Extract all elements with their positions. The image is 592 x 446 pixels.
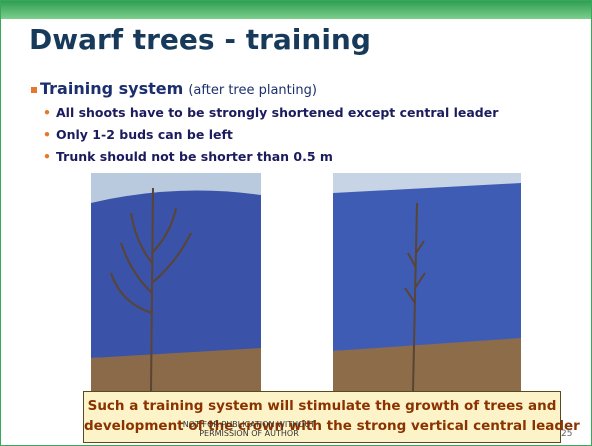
bullet: •Trunk should not be shorter than 0.5 m — [43, 149, 333, 164]
header-band — [1, 1, 592, 19]
footer-line: NOT FOR PUBLICATION WITHOUT — [169, 420, 329, 429]
footer-line: PERMISSION OF AUTHOR — [169, 429, 329, 438]
heading: Training system (after tree planting) — [31, 79, 317, 98]
photo-left — [91, 173, 261, 391]
heading-bold: Training system — [40, 79, 183, 98]
bullet: •All shoots have to be strongly shortene… — [43, 105, 498, 120]
photo-right — [333, 173, 521, 391]
page-number: 25 — [561, 429, 572, 439]
bullet-text: All shoots have to be strongly shortened… — [56, 105, 498, 120]
callout-line: Such a training system will stimulate th… — [84, 398, 560, 414]
bullet-text: Only 1-2 buds can be left — [56, 127, 233, 142]
bullet: •Only 1-2 buds can be left — [43, 127, 233, 142]
bullet-text: Trunk should not be shorter than 0.5 m — [56, 149, 333, 164]
slide: Dwarf trees - training Training system (… — [0, 0, 592, 446]
slide-frame: Dwarf trees - training Training system (… — [0, 0, 592, 446]
title: Dwarf trees - training — [29, 23, 371, 56]
heading-rest: (after tree planting) — [188, 83, 317, 98]
